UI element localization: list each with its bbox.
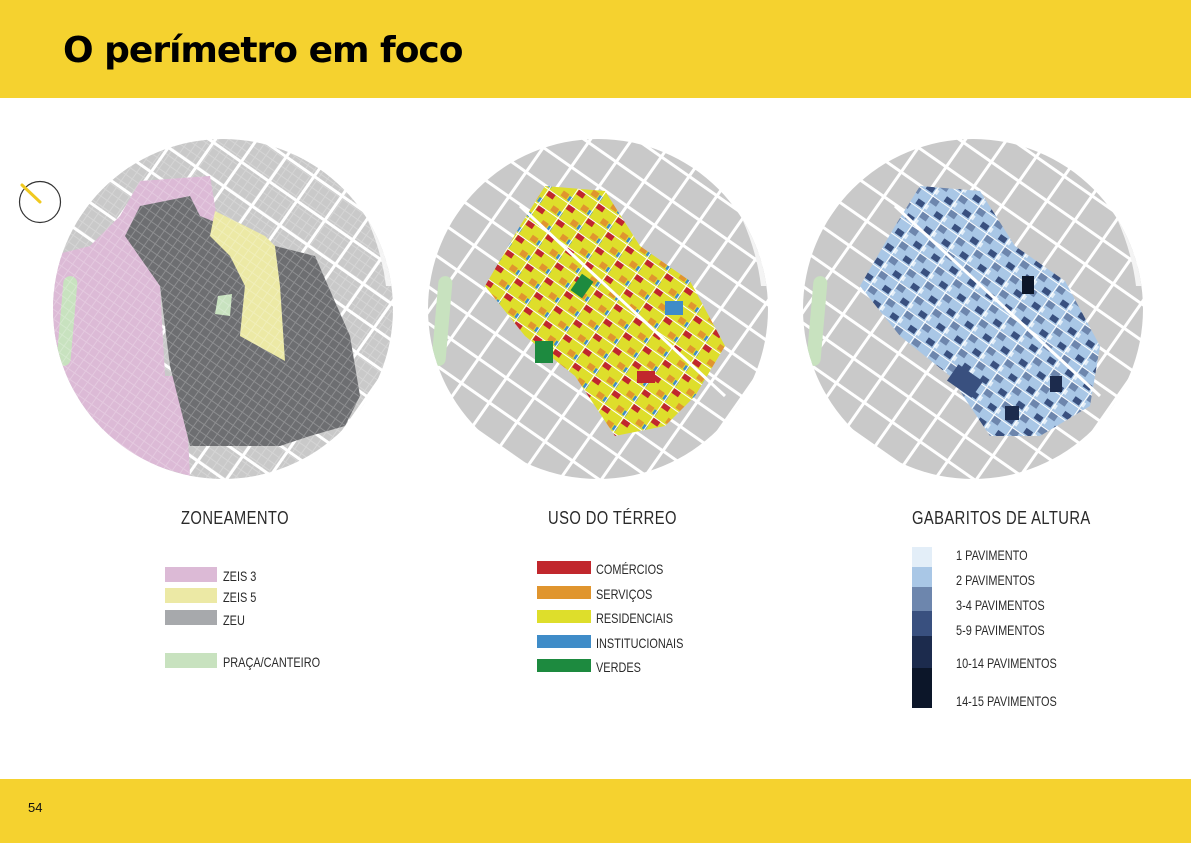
page-number: 54 [28, 800, 43, 815]
legend-label: 2 PAVIMENTOS [956, 572, 1035, 588]
legend-swatch [912, 567, 932, 587]
footer-band [0, 779, 1191, 843]
page-title: O perímetro em foco [63, 30, 463, 71]
height-area [860, 186, 1100, 436]
legend-swatch [165, 588, 217, 603]
legend-label: 3-4 PAVIMENTOS [956, 597, 1045, 613]
zoning-title: ZONEAMENTO [181, 508, 289, 528]
land-use-title: USO DO TÉRREO [548, 508, 677, 528]
legend-label: ZEU [223, 612, 245, 628]
legend-label: INSTITUCIONAIS [596, 635, 684, 651]
legend-label: 10-14 PAVIMENTOS [956, 655, 1057, 671]
header-band [0, 0, 1191, 98]
legend-swatch [537, 610, 591, 623]
legend-swatch [537, 561, 591, 574]
legend-swatch [165, 653, 217, 668]
legend-label: SERVIÇOS [596, 586, 653, 602]
land-use-map [425, 136, 771, 482]
legend-label: 5-9 PAVIMENTOS [956, 622, 1045, 638]
legend-swatch [912, 668, 932, 708]
legend-label: PRAÇA/CANTEIRO [223, 654, 321, 670]
legend-swatch [912, 587, 932, 611]
north-arrow-icon [18, 180, 62, 224]
legend-swatch [537, 635, 591, 648]
legend-swatch [537, 659, 591, 672]
legend-label: ZEIS 3 [223, 568, 257, 584]
legend-label: VERDES [596, 659, 641, 675]
legend-swatch [165, 610, 217, 625]
height-title: GABARITOS DE ALTURA [912, 508, 1091, 528]
legend-label: 14-15 PAVIMENTOS [956, 693, 1057, 709]
legend-swatch [537, 586, 591, 599]
legend-swatch [912, 636, 932, 668]
legend-swatch [912, 547, 932, 567]
height-map [800, 136, 1146, 482]
legend-swatch [165, 567, 217, 582]
legend-swatch [912, 611, 932, 636]
zoning-map [50, 136, 396, 482]
legend-label: COMÉRCIOS [596, 561, 664, 577]
legend-label: ZEIS 5 [223, 589, 257, 605]
legend-label: 1 PAVIMENTO [956, 547, 1028, 563]
legend-label: RESIDENCIAIS [596, 610, 674, 626]
land-use-area [485, 186, 725, 436]
